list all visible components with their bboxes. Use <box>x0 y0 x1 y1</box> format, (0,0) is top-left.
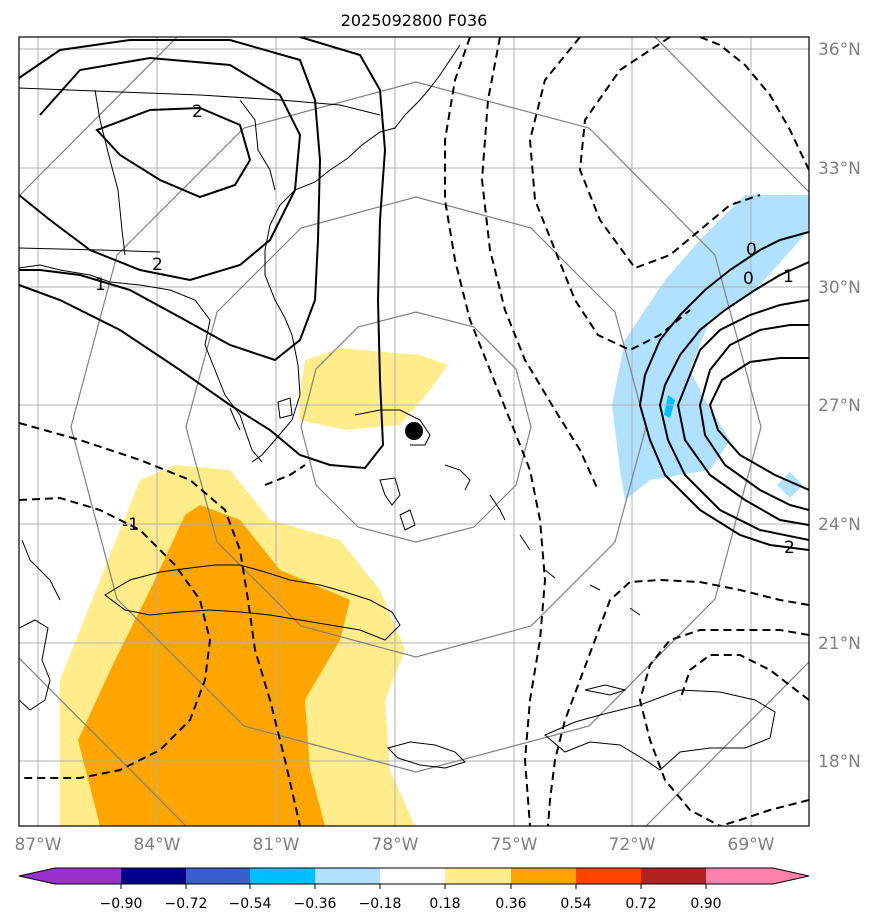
colorbar-tick-label: −0.54 <box>229 896 272 912</box>
lat-label: 18°N <box>818 752 861 772</box>
contour-label-east-one: 1 <box>783 267 794 287</box>
map-title: 2025092800 F036 <box>341 11 488 30</box>
colorbar-tick-label: 0.36 <box>495 896 526 912</box>
colorbar-segment <box>380 868 445 884</box>
lon-label: 78°W <box>372 835 419 855</box>
lat-label: 24°N <box>818 515 861 535</box>
colorbar-segment <box>55 868 121 884</box>
contour-label-sw-neg: -1 <box>122 515 139 535</box>
range-rings <box>19 37 809 826</box>
colorbar-tick-label: −0.36 <box>294 896 337 912</box>
shading-light-yellow-bahamas <box>300 348 448 430</box>
contour-label-nw-high-a: 2 <box>192 102 203 122</box>
shading-cyan-east <box>664 395 675 418</box>
lon-label: 81°W <box>253 835 300 855</box>
colorbar-tick-label: 0.54 <box>560 896 591 912</box>
colorbar-tick-label: −0.72 <box>165 896 208 912</box>
colorbar: −0.90 −0.72 −0.54 −0.36 −0.18 0.18 0.36 … <box>18 867 810 912</box>
contour-label-east-zero-a: 0 <box>746 240 757 260</box>
colorbar-tick-label: 0.72 <box>625 896 656 912</box>
contour-label-nw-high-b: 2 <box>152 255 163 275</box>
lat-label: 36°N <box>818 40 861 60</box>
colorbar-tick-label: −0.18 <box>359 896 402 912</box>
contour-label-east-two: 2 <box>784 538 795 558</box>
lon-label: 72°W <box>609 835 656 855</box>
map-frame <box>18 36 810 827</box>
colorbar-tick-label: −0.90 <box>100 896 143 912</box>
colorbar-segment <box>706 868 773 884</box>
lat-label: 27°N <box>818 396 861 416</box>
colorbar-segment <box>511 868 576 884</box>
dashed-contours <box>19 37 809 826</box>
colorbar-segment <box>445 868 511 884</box>
lon-label: 69°W <box>728 835 775 855</box>
lat-label: 33°N <box>818 159 861 179</box>
colorbar-segment <box>121 868 186 884</box>
colorbar-segment <box>576 868 641 884</box>
lon-label: 87°W <box>15 835 62 855</box>
colorbar-segment <box>315 868 380 884</box>
colorbar-segment <box>250 868 315 884</box>
lon-label: 75°W <box>491 835 538 855</box>
lon-label: 84°W <box>134 835 181 855</box>
storm-center-marker <box>405 422 423 440</box>
colorbar-extend-left <box>19 868 55 884</box>
contour-label-nw-one: 1 <box>95 275 106 295</box>
colorbar-tick-label: 0.90 <box>690 896 721 912</box>
colorbar-outline <box>18 867 810 885</box>
shading-light-blue-east <box>612 195 809 500</box>
longitude-labels: 87°W 84°W 81°W 78°W 75°W 72°W 69°W <box>15 835 775 855</box>
colorbar-tick-label: 0.18 <box>429 896 460 912</box>
colorbar-segment <box>641 868 706 884</box>
colorbar-extend-right <box>773 868 809 884</box>
contour-label-east-zero-b: 0 <box>743 269 754 289</box>
coastlines <box>19 44 776 771</box>
lat-label: 30°N <box>818 278 861 298</box>
lat-label: 21°N <box>818 634 861 654</box>
latitude-labels: 36°N 33°N 30°N 27°N 24°N 21°N 18°N <box>818 40 861 772</box>
solid-contours <box>19 37 809 551</box>
colorbar-segment <box>186 868 250 884</box>
